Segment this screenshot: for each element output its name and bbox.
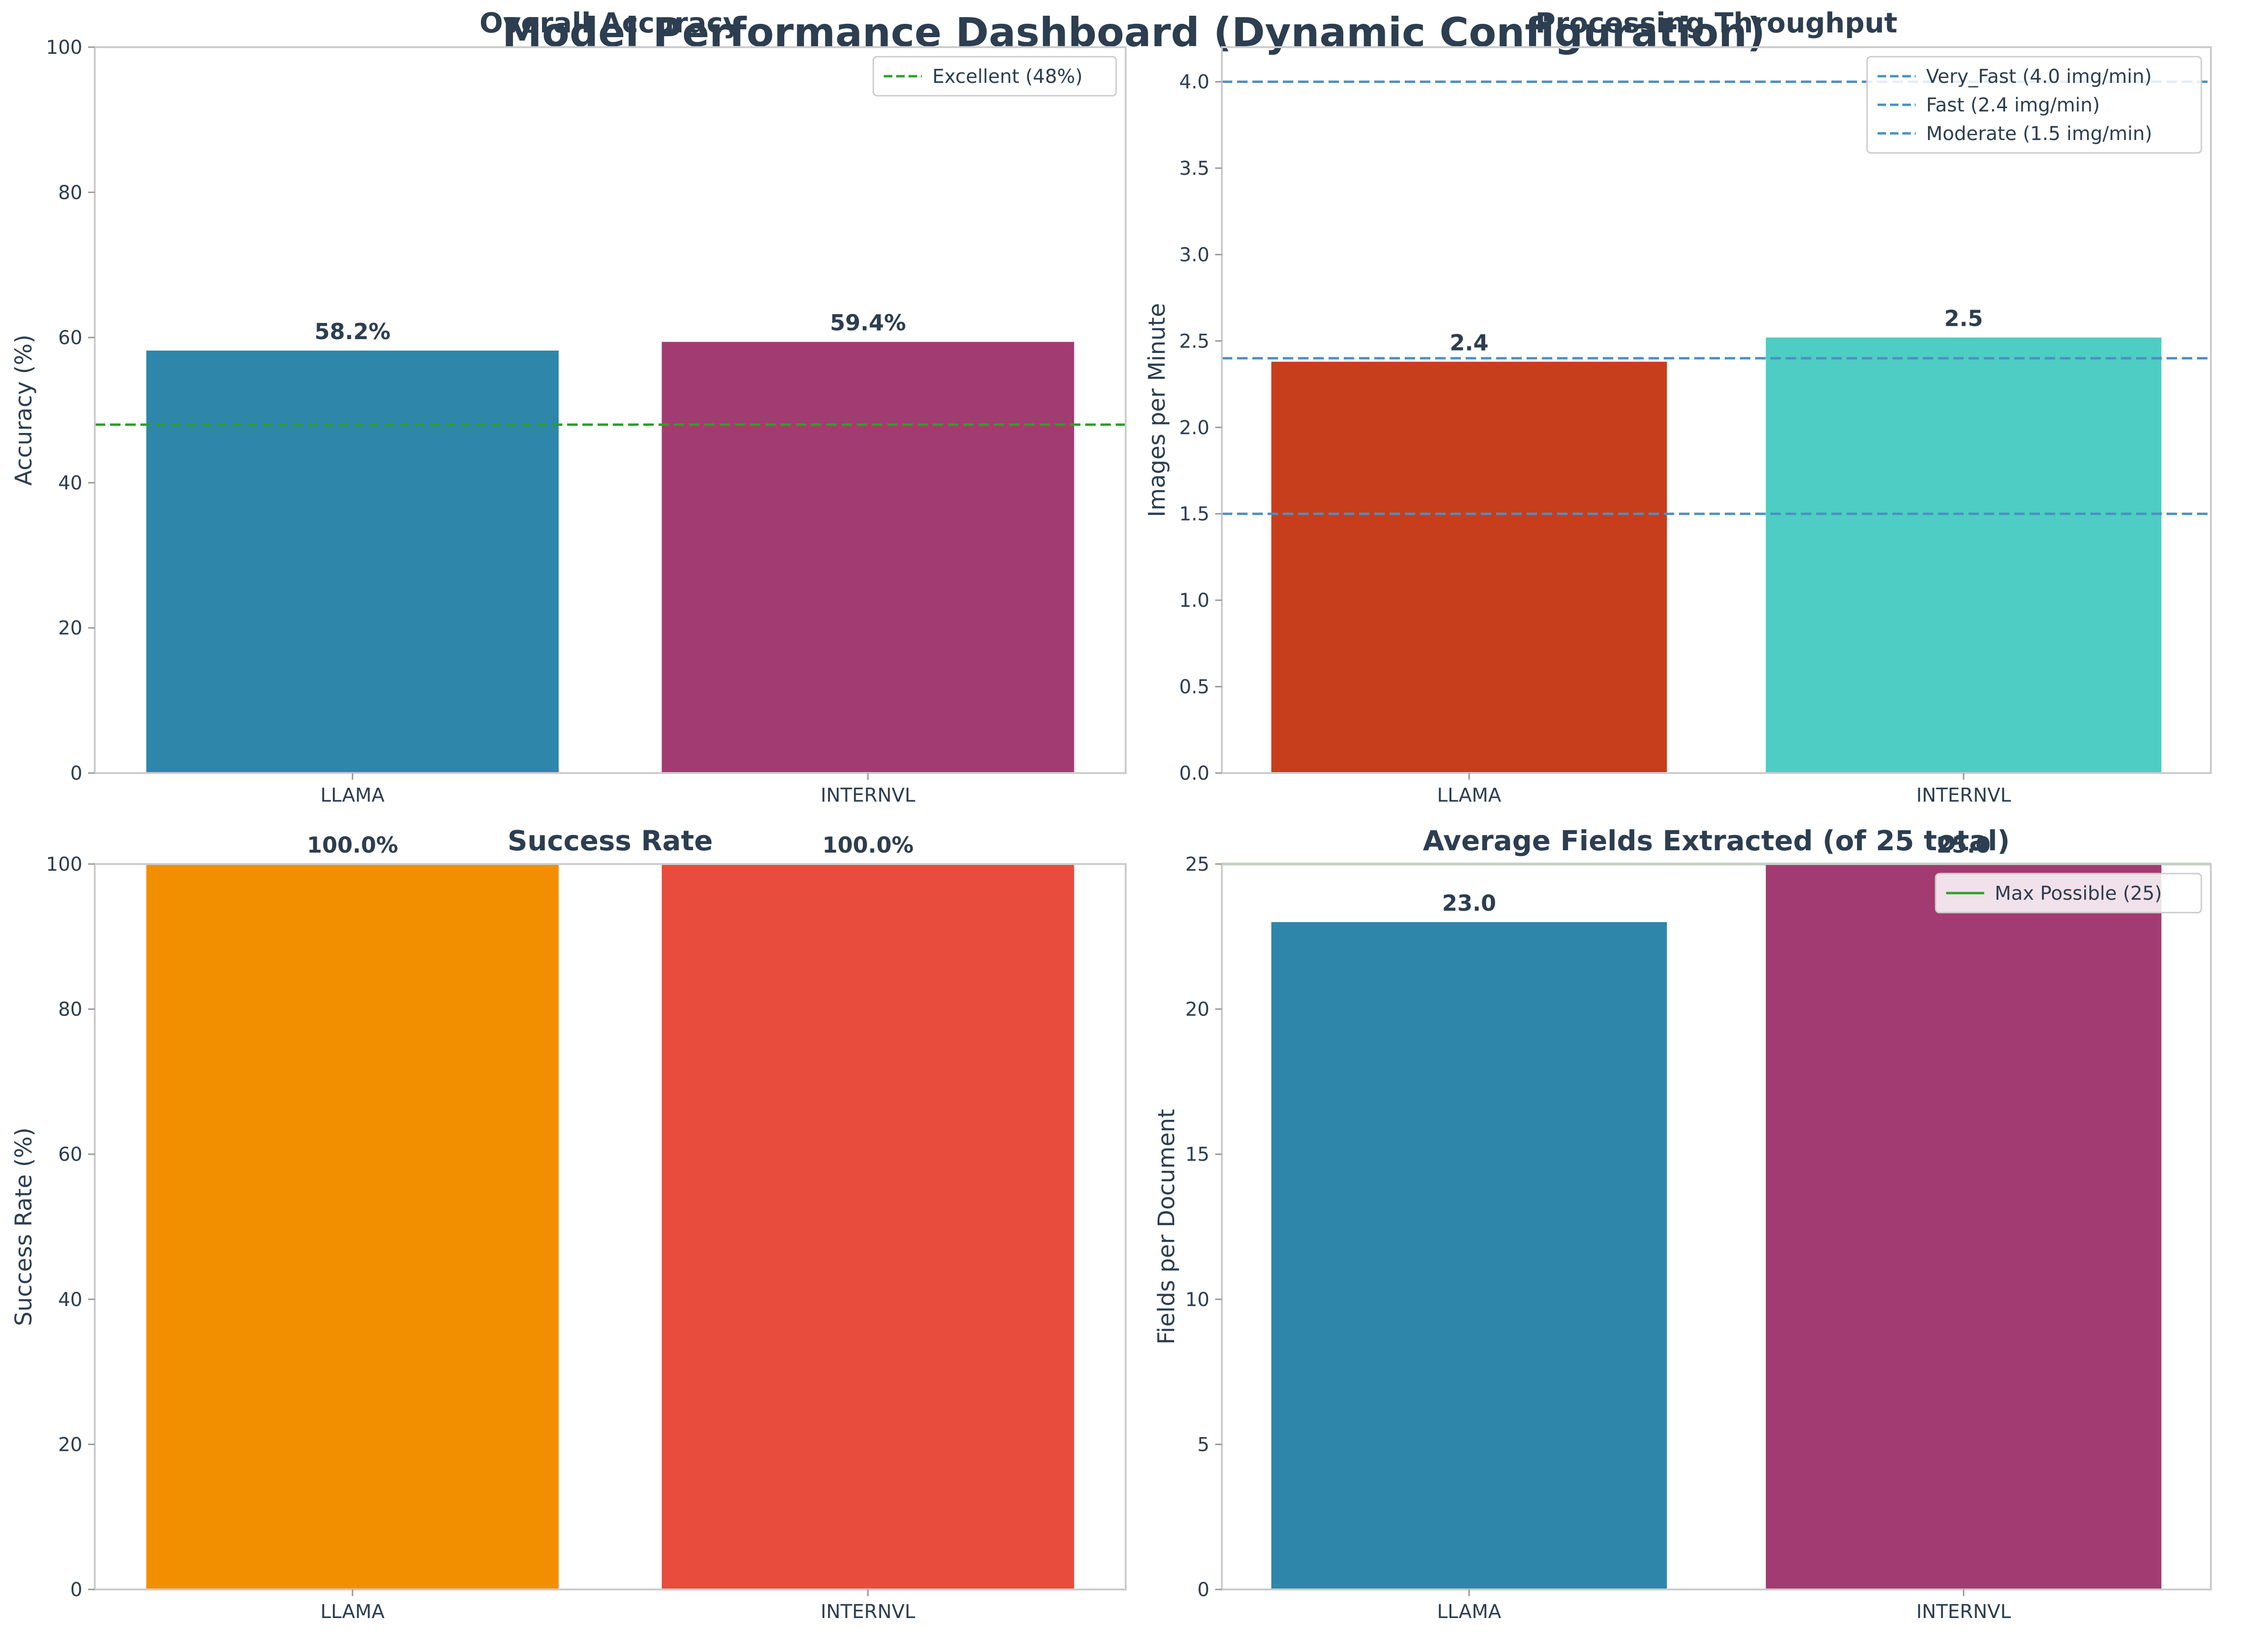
- legend: Max Possible (25): [1935, 873, 2202, 914]
- x-tick-label-internvl: INTERNVL: [820, 1601, 916, 1623]
- bar-llama: [1271, 362, 1667, 773]
- y-tick-label: 3.5: [1179, 158, 1209, 180]
- chart-panel-average-fields-extracted-of-25-total: 23.0 25.0 0 5 10 15 20 25 LLAMA INTERNVL Average F…: [1153, 825, 2212, 1623]
- y-tick-label: 20: [58, 617, 82, 639]
- legend: Excellent (48%): [872, 56, 1117, 97]
- x-tick-label-llama: LLAMA: [1437, 784, 1501, 806]
- value-label-internvl: 100.0%: [822, 832, 914, 858]
- y-tick-label: 0: [1198, 1579, 1209, 1601]
- chart-title: Processing Throughput: [1535, 7, 1898, 39]
- legend-box: [872, 56, 1117, 97]
- y-tick-label: 40: [58, 1289, 82, 1311]
- y-tick-label: 3.0: [1179, 244, 1209, 266]
- y-tick-label: 100: [46, 854, 82, 875]
- plot-frame: [1221, 863, 2212, 1590]
- bar-llama: [146, 351, 559, 773]
- y-tick-label: 40: [58, 472, 82, 494]
- x-tick-label-internvl: INTERNVL: [1916, 1601, 2011, 1623]
- bar-llama: [146, 864, 559, 1589]
- legend-item-fast-2-4-img-min: Fast (2.4 img/min): [1926, 94, 2100, 116]
- legend-box: [1935, 873, 2202, 914]
- value-label-llama: 23.0: [1442, 890, 1497, 916]
- chart-title: Overall Accuracy: [480, 7, 741, 39]
- y-tick-label: 0: [70, 763, 82, 784]
- chart-panel-success-rate: 100.0% 100.0% 0 20 40 60 80 100 LLAMA INTERNVL Suc…: [10, 825, 1127, 1623]
- legend: Very_Fast (4.0 img/min) Fast (2.4 img/min…: [1866, 56, 2202, 154]
- legend-box: [1866, 56, 2202, 154]
- plot-frame: [1221, 46, 2212, 774]
- plot-frame: [94, 863, 1127, 1590]
- y-tick-label: 60: [58, 1144, 82, 1166]
- chart-panel-processing-throughput: 2.4 2.5 0.0 0.5 1.0 1.5 2.0 2.5 3.0 3.5 4.0 LLAMA IN…: [1144, 7, 2212, 806]
- y-tick-label: 100: [46, 37, 82, 59]
- y-tick-label: 15: [1185, 1144, 1209, 1166]
- bar-llama: [1271, 922, 1667, 1589]
- y-tick-label: 2.5: [1179, 331, 1209, 352]
- legend-item-max-possible-25: Max Possible (25): [1995, 883, 2162, 905]
- y-tick-label: 60: [58, 327, 82, 349]
- legend-item-very-fast-4-0-img-min: Very_Fast (4.0 img/min): [1926, 66, 2152, 88]
- y-tick-label: 20: [58, 1434, 82, 1456]
- plot-frame: [94, 46, 1127, 774]
- y-axis-label: Accuracy (%): [10, 334, 37, 485]
- chart-title: Average Fields Extracted (of 25 total): [1423, 825, 2010, 857]
- y-tick-label: 1.0: [1179, 590, 1209, 612]
- y-axis-label: Fields per Document: [1153, 1109, 1180, 1345]
- bar-internvl: [661, 342, 1074, 773]
- x-tick-label-llama: LLAMA: [320, 1601, 385, 1623]
- y-tick-label: 80: [58, 182, 82, 204]
- value-label-internvl: 2.5: [1944, 306, 1983, 332]
- x-tick-label-internvl: INTERNVL: [1916, 784, 2011, 806]
- legend-item-moderate-1-5-img-min: Moderate (1.5 img/min): [1926, 123, 2152, 145]
- y-tick-label: 20: [1185, 999, 1209, 1021]
- y-tick-label: 0: [70, 1579, 82, 1601]
- bar-internvl: [1766, 337, 2162, 773]
- y-axis-label: Images per Minute: [1144, 303, 1170, 517]
- y-tick-label: 10: [1185, 1289, 1209, 1311]
- y-tick-label: 5: [1198, 1434, 1209, 1456]
- bar-internvl: [661, 864, 1074, 1589]
- value-label-internvl: 59.4%: [830, 310, 906, 336]
- value-label-llama: 58.2%: [314, 319, 390, 344]
- legend-item-excellent-48: Excellent (48%): [932, 66, 1083, 88]
- chart-panel-overall-accuracy: 58.2% 59.4% 0 20 40 60 80 100 LLAMA INTERNVL Overa…: [10, 7, 1127, 806]
- x-tick-label-llama: LLAMA: [320, 784, 385, 806]
- y-tick-label: 80: [58, 999, 82, 1021]
- y-axis-label: Success Rate (%): [10, 1127, 37, 1326]
- x-tick-label-internvl: INTERNVL: [820, 784, 916, 806]
- y-tick-label: 0.5: [1179, 676, 1209, 698]
- value-label-llama: 100.0%: [307, 832, 398, 858]
- y-tick-label: 1.5: [1179, 503, 1209, 525]
- x-tick-label-llama: LLAMA: [1437, 1601, 1501, 1623]
- bar-internvl: [1766, 864, 2162, 1589]
- value-label-internvl: 25.0: [1937, 832, 1991, 858]
- y-tick-label: 4.0: [1179, 71, 1209, 93]
- y-tick-label: 2.0: [1179, 417, 1209, 439]
- y-tick-label: 0.0: [1179, 763, 1209, 784]
- y-tick-label: 25: [1185, 854, 1209, 875]
- value-label-llama: 2.4: [1450, 330, 1489, 355]
- chart-title: Success Rate: [508, 825, 713, 857]
